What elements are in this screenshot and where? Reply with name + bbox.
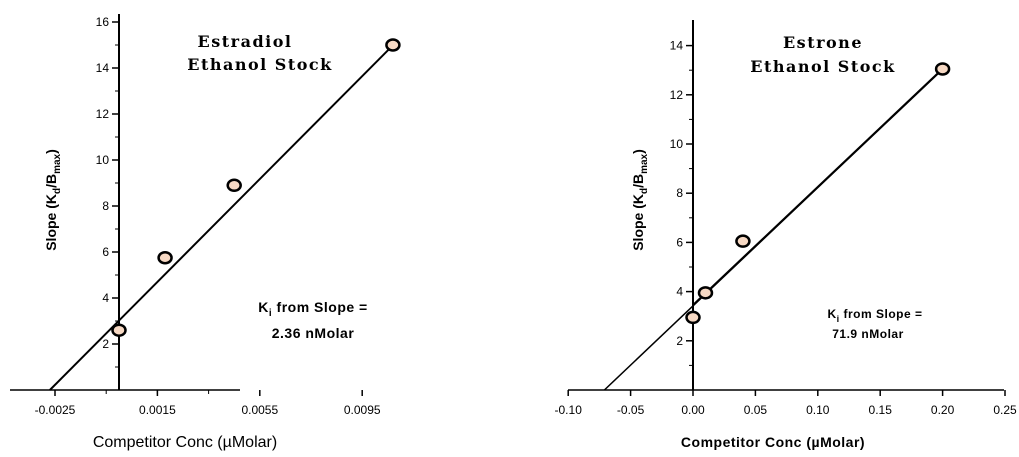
estrone-x-tick-label: -0.05: [617, 403, 645, 417]
estrone-title-line-2: Ethanol Stock: [750, 57, 895, 76]
estradiol-title-line-1: Estradiol: [198, 32, 293, 51]
estrone-x-ticks: -0.10 -0.05 0.00 0.05 0.10 0.15 0.20 0.25: [555, 390, 1017, 417]
estradiol-ki-annotation-line-1: Ki from Slope =: [258, 299, 367, 319]
estradiol-x-tick-label: 0.0055: [241, 403, 278, 417]
estradiol-regression-line: [49, 41, 397, 391]
estradiol-y-tick-label: 12: [96, 107, 110, 121]
estrone-y-tick-label: 14: [670, 39, 684, 53]
estrone-x-tick-label: -0.10: [555, 403, 583, 417]
estradiol-y-tick-label: 10: [96, 153, 110, 167]
chart-estradiol: -0.0025 0.0015 0.0055 0.0095 2 4 6 8 10 12 14 16 E…: [10, 14, 401, 451]
estradiol-x-tick-label: -0.0025: [35, 403, 76, 417]
estradiol-x-axis-label: Competitor Conc (µMolar): [93, 434, 277, 451]
estradiol-y-tick-label: 8: [102, 199, 109, 213]
estradiol-y-tick-label: 4: [102, 291, 109, 305]
estradiol-ki-annotation-line-2: 2.36 nMolar: [272, 325, 355, 341]
estrone-y-tick-label: 12: [670, 88, 684, 102]
estradiol-y-tick-label: 14: [96, 61, 110, 75]
estrone-x-tick-label: 0.00: [681, 403, 705, 417]
estrone-x-tick-label: 0.05: [744, 403, 768, 417]
estrone-data-point: [735, 234, 751, 248]
estrone-x-tick-label: 0.15: [869, 403, 893, 417]
estrone-x-tick-label: 0.25: [993, 403, 1017, 417]
estradiol-y-axis-label: Slope (Kd/Bmax): [43, 149, 63, 251]
estradiol-data-point: [157, 251, 173, 265]
estrone-data-point: [685, 310, 701, 325]
estrone-y-tick-label: 4: [676, 285, 683, 299]
estradiol-title-line-2: Ethanol Stock: [187, 55, 332, 74]
estrone-data-point: [697, 286, 714, 300]
estrone-y-tick-label: 6: [676, 235, 683, 249]
estrone-axes: [568, 20, 1004, 391]
estrone-x-tick-label: 0.10: [806, 403, 830, 417]
chart-estrone: -0.10 -0.05 0.00 0.05 0.10 0.15 0.20 0.25 2 4 6 8 1…: [555, 20, 1017, 450]
estrone-data-points: [685, 62, 951, 325]
estrone-title-line-1: Estrone: [783, 33, 863, 52]
estrone-ki-annotation-line-2: 71.9 nMolar: [832, 327, 904, 341]
estradiol-x-tick-label: 0.0015: [139, 403, 176, 417]
estrone-y-axis-label: Slope (Kd/Bmax): [630, 149, 650, 251]
estrone-ki-annotation-line-1: Ki from Slope =: [827, 307, 922, 324]
estrone-y-ticks: 2 4 6 8 10 12 14: [670, 39, 693, 366]
estradiol-y-tick-label: 6: [102, 245, 109, 259]
estrone-y-tick-label: 2: [676, 334, 683, 348]
estradiol-data-point: [385, 38, 401, 52]
estradiol-y-tick-label: 16: [96, 15, 110, 29]
estradiol-y-tick-label: 2: [102, 337, 109, 351]
estradiol-data-points: [111, 38, 401, 337]
estrone-y-tick-label: 8: [676, 186, 683, 200]
estradiol-data-point: [226, 178, 242, 193]
estrone-y-tick-label: 10: [670, 137, 684, 151]
estrone-regression-line-segment: [692, 68, 944, 306]
estrone-data-point: [934, 62, 951, 76]
estrone-fit-line: [603, 68, 944, 391]
estradiol-x-ticks: -0.0025 0.0015 0.0055 0.0095: [35, 390, 381, 417]
estradiol-data-point: [111, 323, 127, 337]
estradiol-fit-line: [49, 41, 397, 391]
estrone-x-axis-label: Competitor Conc (µMolar): [681, 434, 865, 450]
estradiol-x-tick-label: 0.0095: [344, 403, 381, 417]
estrone-x-tick-label: 0.20: [931, 403, 955, 417]
estradiol-y-ticks: 2 4 6 8 10 12 14 16: [96, 15, 119, 368]
